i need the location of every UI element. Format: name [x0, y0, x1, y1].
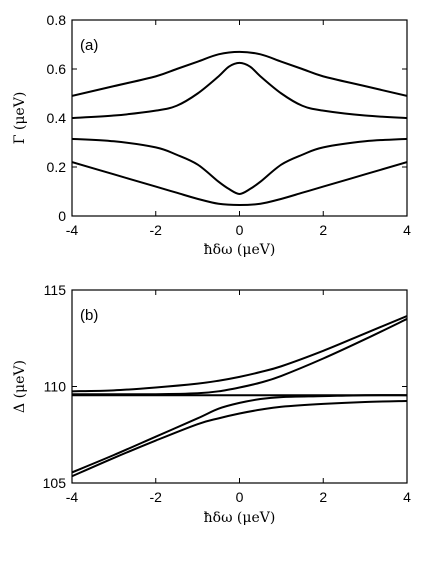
- series-line-5: [72, 399, 407, 478]
- series-line-1: [72, 315, 407, 393]
- x-tick-label: 2: [319, 222, 327, 238]
- chart-panel-b: -4 -2 0 2 4 105 110 115 ħδω (μeV) Δ (μeV) (b): [12, 282, 411, 526]
- x-axis-label: ħδω (μeV): [204, 242, 276, 258]
- series-line-1: [72, 50, 407, 97]
- y-tick-label: 0.2: [47, 159, 67, 175]
- y-tick-label: 0.6: [47, 61, 67, 77]
- panel-label: (b): [80, 307, 98, 324]
- chart-panel-a: -4 -2 0 2 4 0 0.2 0.4 0.6 0.8 ħδω (μeV) Γ (μeV) (a): [12, 12, 411, 258]
- x-tick-label: -2: [150, 222, 163, 238]
- y-tick-label: 110: [44, 379, 67, 395]
- series-line-2: [72, 61, 407, 119]
- series-line-4: [72, 394, 407, 474]
- x-tick-label: 2: [319, 489, 327, 505]
- x-axis-label: ħδω (μeV): [204, 510, 276, 526]
- y-axis-label: Δ (μeV): [12, 360, 28, 413]
- y-tick-label: 0: [58, 208, 66, 224]
- x-tick-label: -4: [66, 222, 79, 238]
- x-tick-label: 0: [236, 489, 244, 505]
- series-line-4: [72, 161, 407, 206]
- panel-label: (a): [80, 37, 98, 54]
- x-tick-label: 4: [403, 222, 411, 238]
- y-tick-label: 115: [44, 282, 67, 298]
- series-line-3: [72, 137, 407, 195]
- x-tick-label: -2: [150, 489, 163, 505]
- y-tick-label: 0.4: [47, 110, 67, 126]
- x-tick-label: 4: [403, 489, 411, 505]
- y-axis-label: Γ (μeV): [12, 92, 28, 145]
- x-tick-label: 0: [236, 222, 244, 238]
- axes-frame: [71, 19, 408, 217]
- y-tick-label: 0.8: [47, 12, 67, 28]
- y-tick-label: 105: [43, 475, 67, 491]
- series-line-2: [72, 318, 407, 396]
- x-tick-label: -4: [66, 489, 79, 505]
